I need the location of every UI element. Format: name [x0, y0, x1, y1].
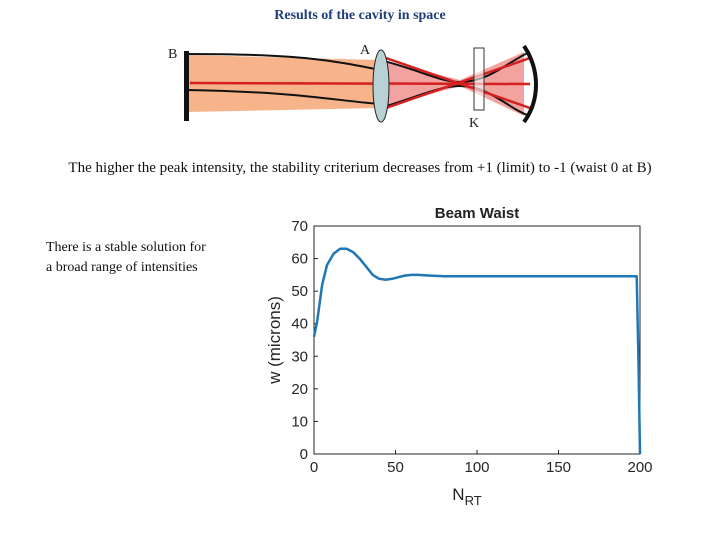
x-tick-label: 200	[627, 459, 652, 476]
plot-area	[313, 225, 641, 455]
red-ray-top	[379, 54, 531, 110]
y-tick-label: 40	[291, 316, 308, 333]
x-axis-label: NRT	[452, 485, 481, 508]
beam-curve-top	[185, 53, 381, 71]
x-axis-label-subscript: RT	[465, 493, 482, 508]
caption-text: The higher the peak intensity, the stabi…	[68, 160, 652, 176]
y-tick-label: 50	[291, 283, 308, 300]
kerr-medium	[473, 47, 485, 111]
red-ray-axis	[189, 81, 531, 86]
x-tick-label: 150	[546, 459, 571, 476]
note-line-1: There is a stable solution for	[46, 240, 206, 255]
note-line-2: a broad range of intensities	[46, 260, 198, 275]
mirror-b-label: B	[168, 47, 178, 62]
y-tick-label: 60	[291, 251, 308, 268]
y-tick-label: 30	[291, 348, 308, 365]
y-axis-label: w (microns)	[265, 296, 284, 385]
y-tick-label: 0	[300, 446, 308, 463]
lens-a	[372, 49, 390, 123]
y-tick-label: 10	[291, 413, 308, 430]
red-ray-bottom	[379, 56, 531, 112]
x-tick-label: 50	[387, 459, 404, 476]
beam-curve-bottom	[185, 89, 381, 105]
y-tick-label: 20	[291, 381, 308, 398]
x-tick-label: 0	[310, 459, 318, 476]
y-tick-label: 70	[291, 218, 308, 235]
slide-title: Results of the cavity in space	[274, 8, 446, 23]
beam-waist-series-line	[312, 247, 642, 455]
lens-a-label: A	[360, 43, 371, 58]
chart-title: Beam Waist	[435, 205, 519, 222]
kerr-medium-label: K	[469, 116, 480, 131]
note-text: There is a stable solution for a broad r…	[46, 238, 246, 278]
x-tick-label: 100	[464, 459, 489, 476]
cavity-diagram	[184, 44, 538, 124]
flat-mirror-b	[184, 51, 189, 121]
curved-mirror	[522, 44, 538, 124]
beam-waist-chart: 0 50 100 150 200 0 10 20 30 40 50 60 70 Beam Waist NRT…	[265, 205, 653, 508]
